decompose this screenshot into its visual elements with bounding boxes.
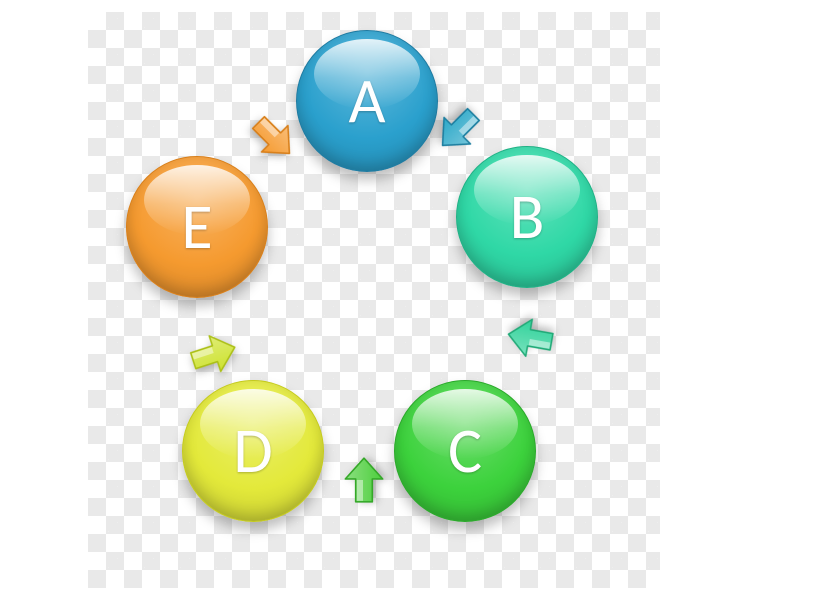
- node-e: E: [126, 156, 268, 298]
- node-c: C: [394, 380, 536, 522]
- node-a: A: [296, 30, 438, 172]
- node-d: D: [182, 380, 324, 522]
- arrow-b-to-c: [500, 308, 560, 368]
- node-label: D: [233, 419, 272, 483]
- node-label: B: [510, 185, 545, 249]
- cycle-diagram: A B C D E: [0, 0, 840, 600]
- arrow-c-to-d: [338, 454, 390, 506]
- node-label: A: [348, 69, 385, 133]
- node-label: C: [448, 419, 482, 483]
- node-b: B: [456, 146, 598, 288]
- node-label: E: [181, 195, 212, 259]
